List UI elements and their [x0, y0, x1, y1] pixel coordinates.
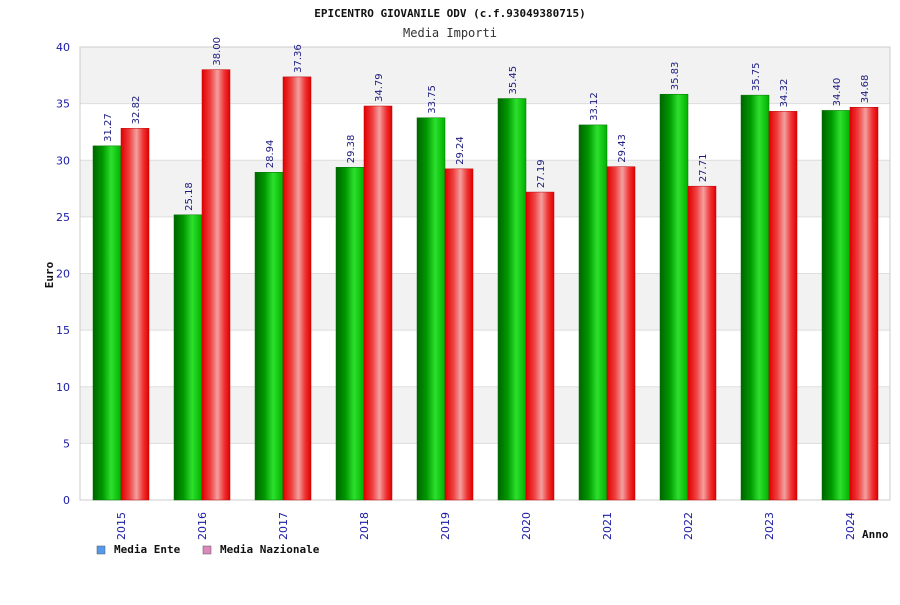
data-label: 34.40 [832, 78, 843, 107]
x-tick-label: 2019 [439, 512, 452, 540]
data-label: 29.43 [617, 134, 628, 163]
bar-media-nazionale-2020 [525, 191, 555, 501]
bar-media-nazionale-2022 [687, 185, 717, 501]
y-tick-label: 25 [56, 211, 70, 224]
y-tick-label: 10 [56, 381, 70, 394]
bar-media-nazionale-2024 [849, 106, 879, 501]
x-tick-label: 2015 [115, 512, 128, 540]
y-tick-label: 35 [56, 98, 70, 111]
data-label: 27.19 [536, 159, 547, 188]
data-label: 34.32 [779, 79, 790, 108]
bar-media-ente-2016 [173, 214, 203, 501]
data-label: 29.24 [455, 136, 466, 165]
legend: Media Ente Media Nazionale [96, 543, 320, 556]
data-label: 27.71 [698, 154, 709, 183]
x-tick-label: 2023 [763, 512, 776, 540]
bar-media-nazionale-2015 [120, 128, 150, 501]
plot-frame [79, 46, 891, 501]
data-label: 31.27 [103, 113, 114, 142]
bar-media-ente-2017 [254, 172, 284, 501]
y-tick-label: 5 [63, 437, 70, 450]
bar-media-nazionale-2016 [201, 69, 231, 501]
bar-media-ente-2024 [821, 110, 851, 501]
y-tick-label: 15 [56, 324, 70, 337]
data-label: 34.79 [374, 73, 385, 102]
data-label: 35.83 [670, 62, 681, 91]
x-axis-label: Anno [862, 528, 889, 541]
bar-media-nazionale-2021 [606, 166, 636, 501]
data-label: 38.00 [212, 37, 223, 66]
bar-media-ente-2018 [335, 167, 365, 501]
x-tick-label: 2016 [196, 512, 209, 540]
x-tick-label: 2018 [358, 512, 371, 540]
x-tick-label: 2020 [520, 512, 533, 540]
legend-label: Media Ente [114, 543, 181, 556]
x-tick-label: 2017 [277, 512, 290, 540]
bar-media-ente-2021 [578, 124, 608, 501]
bar-media-nazionale-2023 [768, 111, 798, 501]
y-tick-label: 30 [56, 154, 70, 167]
data-label: 35.45 [508, 66, 519, 95]
data-label: 28.94 [265, 140, 276, 169]
legend-label: Media Nazionale [220, 543, 320, 556]
chart-subtitle: Media Importi [403, 26, 497, 40]
bar-media-nazionale-2017 [282, 76, 312, 501]
data-label: 29.38 [346, 135, 357, 164]
y-tick-label: 40 [56, 41, 70, 54]
bar-media-ente-2022 [659, 93, 689, 501]
legend-swatch [96, 545, 106, 555]
chart-title: EPICENTRO GIOVANILE ODV (c.f.93049380715… [314, 7, 586, 20]
bar-media-ente-2023 [740, 94, 770, 501]
data-label: 25.18 [184, 182, 195, 211]
x-tick-label: 2022 [682, 512, 695, 540]
y-tick-label: 0 [63, 494, 70, 507]
data-label: 33.75 [427, 85, 438, 114]
x-axis: 2015 2016 2017 2018 2019 2020 2021 2022 2023 2024 [115, 512, 857, 540]
bar-media-nazionale-2019 [444, 168, 474, 501]
data-label: 32.82 [131, 96, 142, 125]
data-label: 34.68 [860, 75, 871, 104]
y-axis: 0 5 10 15 20 25 30 35 40 [56, 41, 70, 507]
bar-series [92, 69, 879, 501]
bar-media-ente-2020 [497, 98, 527, 501]
x-tick-label: 2021 [601, 512, 614, 540]
bar-media-ente-2015 [92, 145, 122, 501]
bar-media-ente-2019 [416, 117, 446, 501]
y-tick-label: 20 [56, 268, 70, 281]
bar-media-nazionale-2018 [363, 105, 393, 501]
data-labels: 31.27 32.82 25.18 38.00 28.94 37.36 29.38 34.79… [103, 37, 871, 211]
y-axis-label: Euro [43, 261, 56, 288]
data-label: 33.12 [589, 92, 600, 121]
x-tick-label: 2024 [844, 512, 857, 540]
legend-swatch [202, 545, 212, 555]
data-label: 37.36 [293, 44, 304, 73]
data-label: 35.75 [751, 62, 762, 91]
